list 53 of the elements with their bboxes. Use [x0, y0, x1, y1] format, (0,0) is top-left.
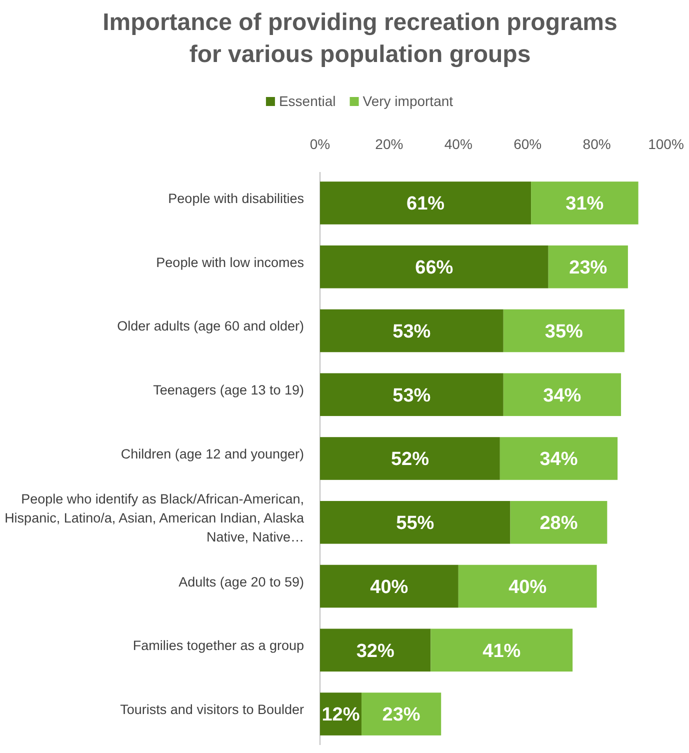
bar: [430, 628, 573, 672]
bar: [503, 373, 622, 416]
data-label: 66%: [415, 258, 454, 279]
x-tick-label: 20%: [375, 136, 404, 152]
bar: [320, 245, 548, 288]
y-tick-label: Families together as a group: [132, 638, 304, 654]
bar: [320, 309, 504, 352]
y-tick-label: Adults (age 20 to 59): [178, 574, 304, 590]
bar: [503, 309, 624, 352]
legend-label: Very important: [362, 93, 454, 109]
legend-label: Essential: [278, 93, 336, 109]
y-tick-label: People with low incomes: [156, 254, 304, 270]
bar: [531, 182, 638, 224]
data-label: 23%: [569, 258, 608, 279]
x-tick-label: 0%: [310, 136, 330, 152]
x-tick-label: 40%: [444, 136, 472, 152]
data-label: 55%: [396, 513, 434, 534]
data-label: 32%: [356, 640, 394, 662]
data-label: 12%: [322, 704, 360, 726]
x-tick-label: 100%: [648, 136, 684, 152]
bar: [548, 245, 628, 288]
bar: [320, 628, 431, 672]
y-tick-label: Teenagers (age 13 to 19): [153, 382, 304, 398]
y-tick-label: Children (age 12 and younger): [120, 446, 304, 462]
x-tick-label: 80%: [582, 136, 611, 152]
data-label: 40%: [508, 576, 547, 598]
data-label: 53%: [392, 385, 431, 406]
y-tick-label: Older adults (age 60 and older): [117, 318, 304, 334]
chart-title: Importance of providing recreation programs for various population groups: [102, 9, 618, 68]
data-label: 61%: [406, 194, 445, 215]
bar: [458, 564, 597, 608]
bar: [320, 564, 458, 608]
bar: [320, 182, 532, 224]
data-label: 28%: [540, 513, 578, 534]
bar: [320, 500, 510, 544]
data-label: 35%: [544, 321, 584, 342]
data-label: 34%: [543, 385, 582, 406]
data-label: 34%: [540, 449, 578, 470]
data-label: 31%: [566, 194, 604, 215]
y-tick-label: People with disabilities: [168, 190, 304, 206]
bar: [500, 437, 618, 480]
y-tick-label: People who identify as Black/African-American, Hispanic, Latino/a, Asian, American Indian, Alaska Native, Native…: [4, 491, 304, 544]
bar: [320, 437, 500, 480]
data-label: 41%: [482, 640, 521, 662]
x-tick-label: 60%: [514, 136, 542, 152]
data-label: 53%: [392, 321, 431, 342]
bar: [510, 500, 608, 544]
bar: [362, 692, 442, 736]
data-label: 40%: [370, 576, 408, 598]
bar: [320, 373, 504, 416]
y-tick-label: Tourists and visitors to Boulder: [120, 702, 304, 718]
data-label: 52%: [390, 449, 430, 470]
data-label: 23%: [382, 704, 420, 726]
